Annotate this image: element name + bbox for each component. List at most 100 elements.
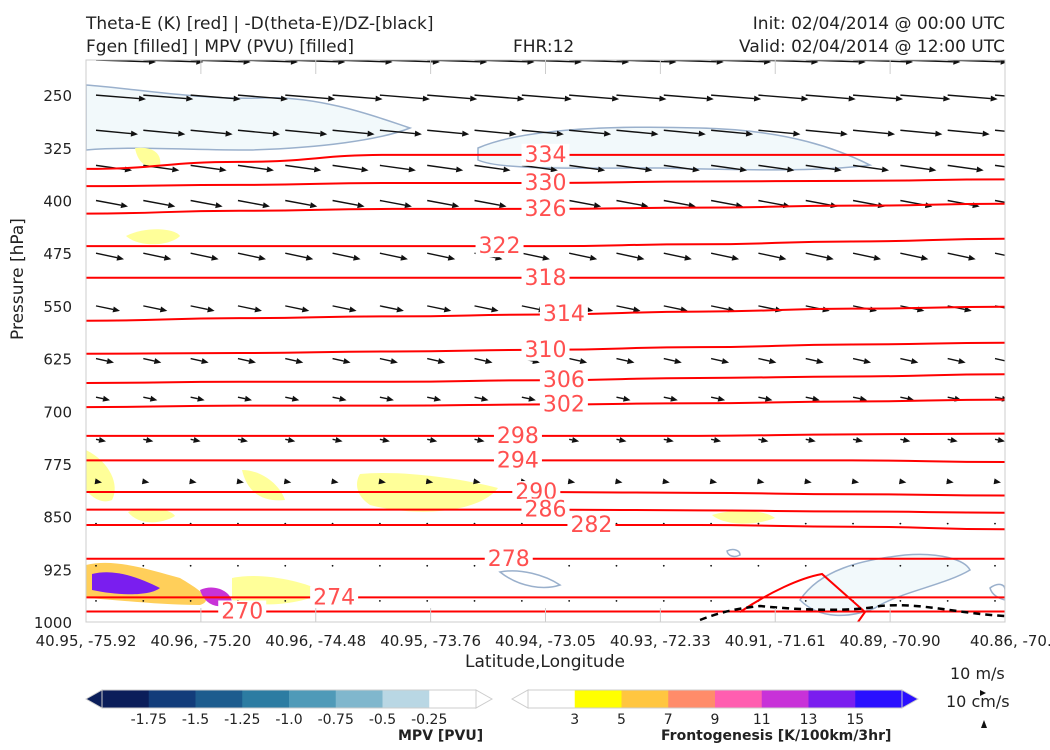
fgen-colorbar-label-2: 7 [664, 712, 673, 728]
wind-vector-156 [852, 357, 872, 364]
theta-e-label-bg-326 [521, 197, 570, 220]
wind-vector-25 [332, 94, 383, 102]
wind-vector-27 [427, 94, 478, 102]
wind-vector-65 [332, 164, 369, 173]
theta-e-label-302: 302 [543, 392, 585, 417]
mpv-area-lower-right [799, 553, 971, 617]
theta-e-contour-closed-right [739, 572, 867, 622]
theta-e-label-310: 310 [525, 338, 567, 363]
fgen-colorbar-swatch-0 [528, 690, 576, 708]
wind-vector-32 [663, 94, 714, 102]
theta-e-label-274: 274 [313, 585, 355, 610]
wind-vector-236 [852, 522, 854, 525]
wind-vector-198 [947, 437, 958, 443]
wind-vector-199 [994, 437, 1005, 443]
wind-vector-273 [710, 600, 713, 602]
theta-e-label-bg-294 [493, 449, 542, 472]
wind-vector-57 [900, 129, 943, 137]
mpv-colorbar-label-5: -0.5 [369, 712, 396, 728]
forecast-hour: FHR:12 [513, 37, 575, 57]
y-tick-label-250: 250 [43, 87, 72, 105]
wind-vector-52 [663, 129, 706, 137]
wind-vector-157 [900, 357, 919, 364]
wind-vector-118 [947, 252, 976, 261]
mpv-colorbar-swatch-2 [195, 690, 243, 708]
wind-vector-269 [520, 600, 523, 602]
wind-vector-54 [758, 129, 801, 137]
wind-vector-268 [473, 600, 476, 602]
theta-e-label-bg-274 [310, 586, 359, 609]
theta-e-label-bg-314 [539, 303, 588, 326]
wind-vector-37 [900, 94, 951, 102]
wind-vector-151 [616, 357, 635, 364]
wind-vector-72 [663, 164, 700, 173]
fgen-colorbar-max-tip [901, 689, 920, 709]
wind-vector-201 [141, 478, 150, 485]
theta-e-label-bg-322 [475, 235, 524, 258]
wind-vector-74 [758, 164, 795, 173]
wind-vector-210 [567, 478, 576, 485]
fgen-colorbar-swatch-7 [855, 690, 903, 708]
wind-vector-152 [663, 357, 682, 364]
wind-vector-116 [852, 252, 882, 261]
wind-vector-101 [143, 252, 172, 261]
wind-vector-219 [993, 478, 1001, 485]
wind-vector-172 [663, 395, 678, 402]
wind-vector-107 [427, 252, 456, 261]
y-tick-label-1000: 1000 [34, 614, 72, 632]
mpv-colorbar-swatch-1 [148, 690, 196, 708]
wind-vector-266 [378, 600, 381, 602]
wind-vector-238 [946, 522, 949, 525]
y-tick-label-625: 625 [43, 351, 72, 369]
y-tick-label-400: 400 [43, 193, 72, 211]
wind-vector-145 [332, 357, 351, 364]
x-tick-label-5: 40.93, -72.33 [610, 632, 711, 650]
mpv-colorbar-min-tip [84, 689, 103, 709]
wind-vector-153 [710, 357, 730, 364]
theta-e-label-bg-282 [567, 514, 616, 537]
theta-e-label-bg-270 [218, 600, 267, 622]
wind-vector-20 [95, 94, 146, 102]
wind-vector-122 [190, 305, 215, 313]
mpv-area-upper-center [477, 126, 873, 171]
wind-vector-56 [852, 129, 896, 137]
wind-vector-70 [569, 164, 606, 173]
x-tick-label-1: 40.96, -75.20 [150, 632, 251, 650]
theta-e-label-318: 318 [525, 266, 567, 291]
theta-e-label-294: 294 [497, 448, 539, 473]
mpv-colorbar-swatch-4 [289, 690, 337, 708]
wind-vector-275 [804, 600, 807, 602]
wind-vector-260 [95, 600, 97, 602]
wind-vector-215 [804, 478, 812, 485]
mpv-colorbar-label-3: -1.0 [275, 712, 302, 728]
wind-vector-42 [190, 129, 233, 137]
wind-vector-110 [569, 252, 598, 261]
wind-vector-142 [190, 357, 209, 364]
wind-vector-190 [569, 437, 580, 443]
wind-vector-213 [709, 478, 718, 485]
wind-vector-174 [758, 395, 773, 402]
theta-e-label-326: 326 [525, 197, 567, 222]
y-tick-label-475: 475 [43, 245, 72, 263]
x-tick-label-4: 40.94, -73.05 [495, 632, 596, 650]
wind-vector-87 [427, 199, 460, 209]
wind-vector-120 [95, 305, 120, 313]
ref-vector-horizontal-label: 10 m/s [950, 664, 1005, 683]
wind-vector-206 [378, 478, 386, 485]
wind-vector-49 [521, 129, 564, 137]
wind-vector-182 [190, 437, 201, 443]
wind-vector-115 [805, 252, 834, 261]
fgen-colorbar: 3 5 7 9 11 13 15 [510, 689, 920, 728]
fgen-colorbar-swatch-3 [668, 690, 716, 708]
wind-vector-197 [900, 437, 911, 443]
x-tick-label-2: 40.96, -74.48 [265, 632, 366, 650]
mpv-colorbar-swatch-3 [242, 690, 290, 708]
wind-vector-53 [711, 129, 754, 137]
mpv-colorbar-outline [101, 689, 477, 709]
fgen-colorbar-label-1: 5 [617, 712, 626, 728]
wind-vector-112 [663, 252, 692, 261]
mpv-colorbar-max-tip [475, 689, 494, 709]
wind-vector-146 [379, 357, 398, 364]
wind-vector-180 [95, 437, 106, 443]
